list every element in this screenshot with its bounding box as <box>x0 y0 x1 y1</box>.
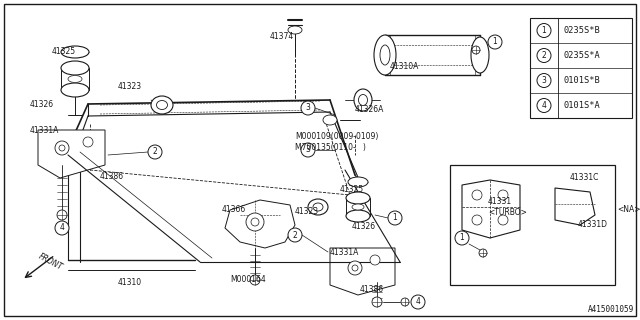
Circle shape <box>372 297 382 307</box>
Text: FRONT: FRONT <box>36 252 63 272</box>
Circle shape <box>537 99 551 113</box>
Polygon shape <box>225 200 295 248</box>
Text: A415001059: A415001059 <box>588 305 634 314</box>
Ellipse shape <box>288 26 302 34</box>
Text: M000164: M000164 <box>230 275 266 284</box>
Ellipse shape <box>374 35 396 75</box>
Polygon shape <box>330 248 395 295</box>
Circle shape <box>250 275 260 285</box>
Text: 0235S*B: 0235S*B <box>564 26 601 35</box>
Circle shape <box>370 255 380 265</box>
Text: 41386: 41386 <box>100 172 124 181</box>
Ellipse shape <box>323 115 337 125</box>
Text: 41366: 41366 <box>222 205 246 214</box>
Polygon shape <box>38 130 105 178</box>
Text: 3: 3 <box>305 103 310 113</box>
Text: 3: 3 <box>541 76 547 85</box>
Ellipse shape <box>471 37 489 73</box>
Circle shape <box>301 143 315 157</box>
Text: 4: 4 <box>415 298 420 307</box>
Text: M000109(0009-0109): M000109(0009-0109) <box>295 132 378 141</box>
Text: 41323: 41323 <box>295 207 319 216</box>
Text: <TURBO>: <TURBO> <box>488 208 527 217</box>
Polygon shape <box>555 188 595 225</box>
Circle shape <box>411 295 425 309</box>
Text: 2: 2 <box>292 230 298 239</box>
Text: 41331C: 41331C <box>570 173 600 182</box>
Text: 41325: 41325 <box>340 185 364 194</box>
Circle shape <box>348 261 362 275</box>
Ellipse shape <box>151 96 173 114</box>
Text: 41323: 41323 <box>118 82 142 91</box>
Text: 41326A: 41326A <box>355 105 385 114</box>
Text: 41331D: 41331D <box>578 220 608 229</box>
Circle shape <box>472 46 480 54</box>
Text: 41331: 41331 <box>488 197 512 206</box>
Text: 41331A: 41331A <box>30 126 60 135</box>
Circle shape <box>246 213 264 231</box>
Circle shape <box>55 141 69 155</box>
Circle shape <box>148 145 162 159</box>
Text: 0235S*A: 0235S*A <box>564 51 601 60</box>
Circle shape <box>498 215 508 225</box>
Text: 41325: 41325 <box>52 47 76 56</box>
Text: 41374: 41374 <box>270 32 294 41</box>
Ellipse shape <box>61 61 89 75</box>
Text: 1: 1 <box>493 37 497 46</box>
Bar <box>450 165 615 285</box>
Text: 41386: 41386 <box>360 285 384 294</box>
Ellipse shape <box>346 192 370 204</box>
Circle shape <box>401 298 409 306</box>
Ellipse shape <box>61 46 89 58</box>
Circle shape <box>537 74 551 87</box>
Circle shape <box>498 190 508 200</box>
Circle shape <box>472 190 482 200</box>
Text: 0101S*A: 0101S*A <box>564 101 601 110</box>
Text: 1: 1 <box>460 234 465 243</box>
Text: M700135(0110-   ): M700135(0110- ) <box>295 143 366 152</box>
Ellipse shape <box>157 100 168 109</box>
Text: 0101S*B: 0101S*B <box>564 76 601 85</box>
Ellipse shape <box>354 89 372 111</box>
Circle shape <box>472 215 482 225</box>
Ellipse shape <box>313 203 323 211</box>
Circle shape <box>388 211 402 225</box>
Text: <NA>: <NA> <box>617 205 640 214</box>
Ellipse shape <box>358 94 367 106</box>
Circle shape <box>537 49 551 62</box>
Text: 41331A: 41331A <box>330 248 360 257</box>
Circle shape <box>288 228 302 242</box>
Bar <box>530 18 632 118</box>
Circle shape <box>57 210 67 220</box>
Text: 1: 1 <box>392 213 397 222</box>
Circle shape <box>455 231 469 245</box>
Text: 2: 2 <box>541 51 547 60</box>
Text: 2: 2 <box>152 148 157 156</box>
Ellipse shape <box>346 210 370 222</box>
Ellipse shape <box>380 45 390 65</box>
Circle shape <box>537 23 551 37</box>
Text: 1: 1 <box>541 26 547 35</box>
Ellipse shape <box>68 76 82 83</box>
Text: 41310A: 41310A <box>390 62 419 71</box>
Circle shape <box>301 101 315 115</box>
Bar <box>346 198 370 216</box>
Circle shape <box>488 35 502 49</box>
Ellipse shape <box>61 83 89 97</box>
Text: 4: 4 <box>60 223 65 233</box>
Ellipse shape <box>308 199 328 215</box>
Circle shape <box>83 137 93 147</box>
Circle shape <box>59 145 65 151</box>
Text: 4: 4 <box>541 101 547 110</box>
Polygon shape <box>462 180 520 238</box>
Text: 41326: 41326 <box>30 100 54 109</box>
Ellipse shape <box>352 204 364 210</box>
Bar <box>61 68 89 90</box>
Circle shape <box>479 249 487 257</box>
Text: 3: 3 <box>305 146 310 155</box>
Ellipse shape <box>348 177 368 187</box>
Text: 41326: 41326 <box>352 222 376 231</box>
Text: 41310: 41310 <box>118 278 142 287</box>
Circle shape <box>55 221 69 235</box>
